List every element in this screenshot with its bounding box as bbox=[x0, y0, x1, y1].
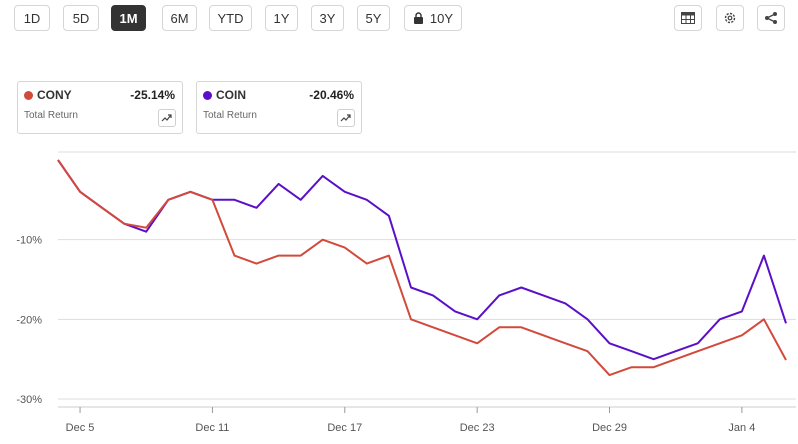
series-metric-label: Total Return bbox=[203, 110, 257, 121]
series-symbol: CONY bbox=[37, 88, 72, 102]
range-button-label: 3Y bbox=[319, 10, 336, 26]
range-button-label: 1M bbox=[119, 10, 138, 26]
series-line-coin bbox=[57, 159, 787, 361]
x-tick-label: Dec 17 bbox=[327, 422, 362, 434]
x-tick-label: Dec 23 bbox=[460, 422, 495, 434]
range-button-5y[interactable]: 5Y bbox=[357, 5, 390, 31]
trend-chart-button[interactable] bbox=[158, 109, 176, 127]
legend-card-cony: CONY -25.14% Total Return bbox=[17, 81, 183, 134]
trend-up-icon bbox=[340, 114, 351, 122]
settings-button[interactable] bbox=[716, 5, 744, 31]
series-total-return: -20.46% bbox=[309, 88, 354, 102]
share-button[interactable] bbox=[757, 5, 785, 31]
share-icon bbox=[765, 12, 777, 24]
lock-icon bbox=[413, 12, 423, 24]
range-button-label: 5Y bbox=[365, 10, 382, 26]
range-button-3y[interactable]: 3Y bbox=[311, 5, 344, 31]
x-tick-label: Dec 5 bbox=[66, 422, 95, 434]
range-button-label: YTD bbox=[217, 10, 244, 26]
x-tick-label: Dec 29 bbox=[592, 422, 627, 434]
x-tick-label: Dec 11 bbox=[195, 422, 229, 434]
series-line-cony bbox=[57, 159, 787, 377]
table-icon bbox=[681, 12, 695, 24]
y-tick-label: -10% bbox=[16, 235, 42, 247]
gear-icon bbox=[724, 12, 736, 24]
y-tick-label: -30% bbox=[16, 394, 42, 406]
range-button-label: 6M bbox=[170, 10, 189, 26]
series-total-return: -25.14% bbox=[130, 88, 175, 102]
series-color-dot bbox=[24, 91, 33, 100]
range-button-1y[interactable]: 1Y bbox=[265, 5, 298, 31]
range-button-1d[interactable]: 1D bbox=[14, 5, 50, 31]
range-button-label: 5D bbox=[72, 10, 90, 26]
trend-up-icon bbox=[161, 114, 172, 122]
y-tick-label: -20% bbox=[16, 314, 42, 326]
range-button-label: 10Y bbox=[429, 10, 454, 26]
series-symbol: COIN bbox=[216, 88, 246, 102]
series-color-dot bbox=[203, 91, 212, 100]
legend-card-coin: COIN -20.46% Total Return bbox=[196, 81, 362, 134]
range-button-ytd[interactable]: YTD bbox=[209, 5, 252, 31]
trend-chart-button[interactable] bbox=[337, 109, 355, 127]
series-metric-label: Total Return bbox=[24, 110, 78, 121]
range-button-1m[interactable]: 1M bbox=[111, 5, 146, 31]
table-view-button[interactable] bbox=[674, 5, 702, 31]
total-return-line-chart: -10% -20% -30% Dec 5 Dec 11 Dec 17 Dec 23 Dec 2… bbox=[16, 151, 796, 434]
range-button-label: 1D bbox=[23, 10, 41, 26]
range-button-5d[interactable]: 5D bbox=[63, 5, 99, 31]
x-tick-label: Jan 4 bbox=[728, 422, 755, 434]
range-button-6m[interactable]: 6M bbox=[162, 5, 197, 31]
range-button-label: 1Y bbox=[273, 10, 290, 26]
range-button-10y[interactable]: 10Y bbox=[404, 5, 462, 31]
